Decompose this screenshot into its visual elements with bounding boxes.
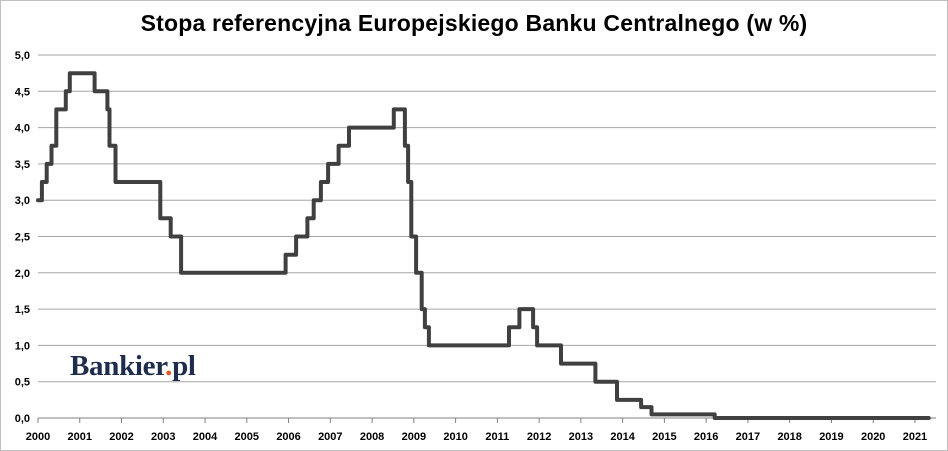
x-tick-label: 2017 xyxy=(736,431,760,443)
y-tick-label: 0,0 xyxy=(15,413,30,425)
y-tick-label: 1,5 xyxy=(15,304,30,316)
gridlines xyxy=(38,54,936,383)
x-tick-label: 2020 xyxy=(861,431,885,443)
x-tick-label: 2015 xyxy=(652,431,676,443)
x-tick-label: 2001 xyxy=(68,431,92,443)
x-tick-label: 2007 xyxy=(318,431,342,443)
bankier-logo: Bankier.pl xyxy=(70,350,196,382)
x-tick-label: 2009 xyxy=(402,431,426,443)
x-tick-label: 2005 xyxy=(235,431,259,443)
x-tick-label: 2013 xyxy=(569,431,593,443)
x-tick-label: 2012 xyxy=(527,431,551,443)
y-tick-label: 0,5 xyxy=(15,377,30,389)
x-axis-ticks: 2000 2001 2002 2003 2004 2005 2006 2007 2008 2009… xyxy=(26,418,927,443)
chart-title: Stopa referencyjna Europejskiego Banku C… xyxy=(140,10,808,36)
x-tick-label: 2003 xyxy=(151,431,175,443)
x-tick-label: 2002 xyxy=(109,431,133,443)
x-tick-label: 2021 xyxy=(903,431,927,443)
y-tick-label: 3,0 xyxy=(15,195,30,207)
x-tick-label: 2010 xyxy=(443,431,467,443)
x-tick-label: 2016 xyxy=(694,431,718,443)
x-tick-label: 2014 xyxy=(610,431,635,443)
y-tick-label: 2,0 xyxy=(15,268,30,280)
y-axis-ticks: 0,0 0,5 1,0 1,5 2,0 2,5 3,0 3,5 4,0 4,5 5,0 xyxy=(15,50,30,425)
y-tick-label: 2,5 xyxy=(15,232,30,244)
x-tick-label: 2019 xyxy=(819,431,843,443)
y-tick-label: 1,0 xyxy=(15,340,30,352)
x-tick-label: 2018 xyxy=(777,431,801,443)
x-tick-label: 2000 xyxy=(26,431,50,443)
series-line-ecb-rate xyxy=(36,71,931,420)
x-tick-label: 2008 xyxy=(360,431,384,443)
y-tick-label: 4,5 xyxy=(15,86,30,98)
y-tick-label: 4,0 xyxy=(15,123,30,135)
y-tick-label: 3,5 xyxy=(15,159,30,171)
x-tick-label: 2004 xyxy=(193,431,218,443)
y-tick-label: 5,0 xyxy=(15,50,30,62)
x-tick-label: 2006 xyxy=(276,431,300,443)
x-tick-label: 2011 xyxy=(485,431,509,443)
